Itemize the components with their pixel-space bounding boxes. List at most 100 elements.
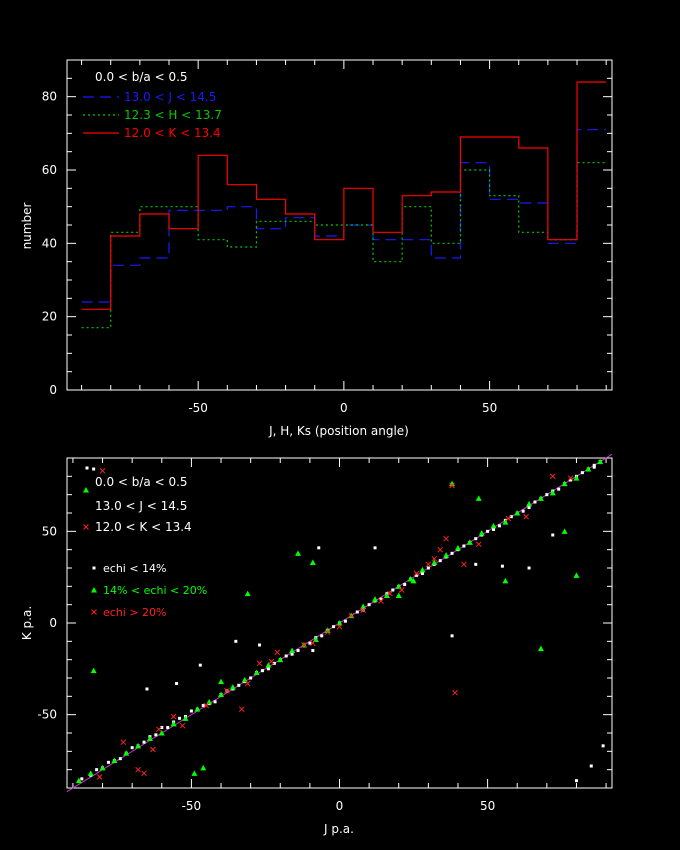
scatter-y-tick-label: -50 bbox=[37, 708, 57, 722]
scatter-point-triangle bbox=[502, 577, 509, 584]
scatter-y-tick-label: 50 bbox=[42, 524, 57, 538]
scatter-point-square bbox=[189, 709, 193, 713]
legend-sample-square-icon bbox=[85, 466, 89, 470]
histogram-panel: -50 0 50 0 20 40 60 80 0.0 < b/a < 0.5 13.0 < J… bbox=[20, 59, 613, 438]
scatter-y-axis-label: K p.a. bbox=[20, 606, 34, 640]
scatter-point-square bbox=[367, 603, 371, 607]
scatter-point-cross bbox=[155, 726, 162, 733]
scatter-point-cross bbox=[452, 689, 458, 696]
scatter-point-square bbox=[332, 625, 336, 629]
scatter-point-triangle bbox=[265, 662, 272, 668]
scatter-point-triangle bbox=[218, 678, 225, 685]
scatter-point-triangle bbox=[407, 576, 414, 582]
scatter-point-triangle bbox=[585, 466, 592, 472]
scatter-point-triangle bbox=[253, 669, 260, 675]
scatter-point-cross bbox=[378, 598, 384, 604]
scatter-point-square bbox=[486, 529, 490, 533]
scatter-point-triangle bbox=[383, 592, 390, 598]
histogram-legend-title: 0.0 < b/a < 0.5 bbox=[95, 70, 188, 84]
scatter-point-triangle bbox=[466, 539, 473, 545]
scatter-point-triangle bbox=[182, 715, 189, 721]
scatter-point-square bbox=[379, 597, 383, 601]
histogram-legend-label: 12.0 < K < 13.4 bbox=[124, 126, 221, 140]
scatter-point-triangle bbox=[194, 706, 201, 712]
scatter-x-tick-label: -50 bbox=[182, 799, 202, 813]
scatter-point-cross bbox=[238, 706, 245, 713]
scatter-point-cross bbox=[268, 658, 275, 665]
scatter-point-square bbox=[373, 546, 377, 550]
scatter-point-cross bbox=[336, 623, 343, 630]
scatter-point-cross bbox=[437, 546, 444, 553]
scatter-point-square bbox=[355, 610, 359, 614]
scatter-point-triangle bbox=[111, 757, 118, 763]
scatter-point-triangle bbox=[502, 519, 509, 525]
scatter-point-triangle bbox=[395, 583, 402, 589]
scatter-point-triangle bbox=[431, 559, 438, 565]
histogram-x-axis-label: J, H, Ks (position angle) bbox=[268, 424, 409, 438]
scatter-legend: 0.0 < b/a < 0.5 13.0 < J < 14.5 12.0 < K… bbox=[83, 466, 207, 619]
scatter-panel: -50 0 50 -50 0 50 0.0 < b/a < 0.5 13.0 < J < … bbox=[20, 453, 613, 836]
scatter-point-square bbox=[343, 619, 347, 623]
histogram-legend-label: 12.3 < H < 13.7 bbox=[124, 108, 222, 122]
scatter-point-square bbox=[527, 506, 531, 509]
scatter-point-square bbox=[198, 663, 202, 667]
scatter-point-square bbox=[154, 733, 158, 737]
scatter-point-square bbox=[160, 726, 164, 729]
histogram-legend-label: 13.0 < J < 14.5 bbox=[124, 90, 216, 104]
scatter-point-square bbox=[420, 572, 424, 575]
scatter-point-triangle bbox=[573, 572, 580, 578]
scatter-point-square bbox=[601, 744, 605, 748]
legend-sample-cross-icon bbox=[83, 524, 89, 530]
scatter-point-triangle bbox=[549, 489, 556, 496]
scatter-point-square bbox=[474, 537, 478, 541]
scatter-point-square bbox=[551, 533, 555, 537]
scatter-point-triangle bbox=[336, 620, 343, 626]
scatter-point-triangle bbox=[200, 764, 207, 771]
scatter-point-triangle bbox=[372, 596, 379, 602]
scatter-point-triangle bbox=[90, 667, 97, 674]
scatter-point-square bbox=[474, 562, 478, 566]
legend-marker-triangle-icon bbox=[91, 587, 97, 593]
scatter-point-cross bbox=[360, 607, 367, 614]
scatter-point-square bbox=[580, 471, 584, 475]
scatter-point-triangle bbox=[99, 764, 106, 771]
scatter-points bbox=[75, 458, 605, 784]
scatter-point-cross bbox=[141, 770, 147, 777]
scatter-point-square bbox=[497, 524, 501, 528]
scatter-point-triangle bbox=[309, 559, 316, 565]
scatter-legend-marker-label-2: 14% < echi < 20% bbox=[103, 584, 207, 597]
scatter-point-cross bbox=[256, 660, 263, 667]
histogram-series-12-0-k-13-4 bbox=[81, 81, 607, 310]
scatter-point-triangle bbox=[514, 510, 521, 516]
histogram-y-tick-label: 40 bbox=[42, 236, 57, 250]
scatter-point-cross bbox=[135, 766, 141, 773]
scatter-point-cross bbox=[301, 642, 307, 648]
scatter-point-triangle bbox=[158, 730, 165, 736]
scatter-point-triangle bbox=[478, 530, 485, 536]
scatter-point-square bbox=[166, 726, 170, 729]
scatter-point-square bbox=[450, 634, 454, 638]
scatter-point-square bbox=[272, 661, 276, 665]
scatter-point-square bbox=[521, 509, 525, 513]
scatter-point-square bbox=[237, 683, 241, 687]
scatter-point-square bbox=[80, 777, 84, 781]
scatter-point-cross bbox=[398, 587, 405, 593]
scatter-point-square bbox=[509, 515, 513, 519]
scatter-point-cross bbox=[203, 702, 210, 709]
scatter-point-square bbox=[249, 676, 253, 680]
scatter-point-triangle bbox=[597, 458, 604, 465]
scatter-point-square bbox=[290, 652, 294, 656]
histogram-x-tick-label: -50 bbox=[188, 401, 208, 415]
histogram-y-axis-label: number bbox=[20, 203, 34, 250]
scatter-point-cross bbox=[523, 513, 529, 520]
scatter-legend-line-2: 13.0 < J < 14.5 bbox=[95, 499, 187, 513]
scatter-legend-marker-label-1: echi < 14% bbox=[103, 562, 167, 575]
scatter-point-triangle bbox=[573, 475, 580, 481]
scatter-point-triangle bbox=[561, 480, 568, 487]
scatter-point-triangle bbox=[295, 550, 302, 556]
scatter-point-cross bbox=[324, 629, 331, 636]
scatter-point-cross bbox=[449, 482, 455, 489]
scatter-point-square bbox=[201, 704, 205, 707]
scatter-point-cross bbox=[505, 515, 512, 522]
